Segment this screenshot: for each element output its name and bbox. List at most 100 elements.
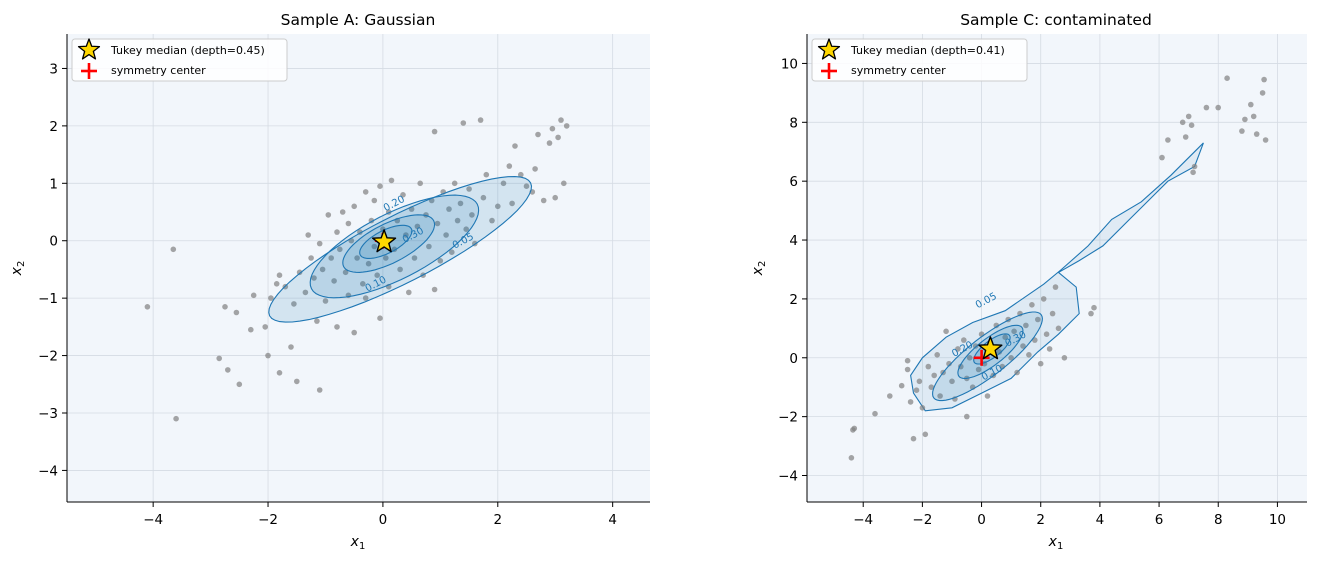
scatter-point — [540, 197, 547, 204]
scatter-point — [334, 324, 340, 330]
scatter-point — [446, 206, 452, 212]
scatter-point — [222, 304, 228, 310]
scatter-point — [316, 240, 323, 247]
scatter-point — [904, 366, 911, 373]
center-markers — [973, 336, 1003, 366]
x-axis-label: x1 — [1048, 534, 1064, 552]
scatter-point — [928, 384, 935, 391]
scatter-point — [291, 301, 297, 307]
scatter-point — [173, 415, 179, 422]
scatter-point — [288, 344, 294, 350]
x-tick-label: −2 — [912, 512, 932, 528]
scatter-point — [314, 318, 320, 324]
scatter-point — [1023, 322, 1029, 329]
scatter-point — [276, 272, 283, 279]
scatter-point — [489, 217, 495, 224]
legend-label-tukey: Tukey median (depth=0.41) — [850, 44, 1005, 57]
y-tick-label: −4 — [38, 463, 58, 479]
x-tick-label: 0 — [977, 512, 986, 528]
scatter-point — [403, 232, 409, 238]
scatter-point — [518, 171, 524, 178]
scatter-point — [532, 166, 538, 172]
scatter-point — [549, 125, 556, 132]
scatter-point — [371, 243, 378, 250]
y-tick-labels: −4 −3 −2 −1 0 1 2 3 — [38, 61, 67, 479]
scatter-point — [955, 346, 961, 352]
x-tick-label: 4 — [1096, 512, 1105, 528]
scatter-point — [308, 255, 314, 261]
axis-spines — [806, 34, 1307, 503]
y-tick-label: −4 — [778, 469, 798, 485]
scatter-point — [351, 329, 358, 336]
scatter-point — [337, 246, 343, 253]
scatter-point — [1239, 128, 1245, 134]
x-tick-label: 2 — [493, 512, 502, 528]
scatter-point — [294, 378, 300, 385]
x-tick-label: 2 — [1036, 512, 1045, 528]
scatter-point — [872, 410, 878, 417]
scatter-point — [512, 143, 518, 149]
tukey-median-star — [371, 229, 397, 253]
scatter-point — [400, 192, 406, 198]
y-tick-label: 2 — [789, 292, 798, 308]
scatter-point — [1040, 296, 1047, 302]
scatter-point — [276, 370, 283, 376]
scatter-point — [1002, 334, 1008, 341]
y-tick-label: 10 — [781, 56, 798, 72]
scatter-point — [1188, 122, 1195, 128]
scatter-point — [431, 128, 438, 135]
scatter-point — [311, 275, 317, 281]
y-tick-label: −2 — [778, 410, 798, 426]
scatter-point — [342, 269, 349, 276]
scatter-point — [345, 220, 352, 227]
scatter-point — [964, 413, 970, 420]
legend-star-icon — [77, 38, 101, 60]
scatter-point — [426, 243, 432, 250]
scatter-point — [1165, 137, 1171, 143]
scatter-point — [850, 427, 856, 433]
scatter-point — [319, 266, 326, 273]
scatter-point — [262, 324, 269, 330]
x-tick-labels: −4 −2 0 2 4 6 8 10 — [853, 502, 1286, 528]
chart-title: Sample C: contaminated — [960, 11, 1152, 29]
scatter-point — [451, 180, 458, 187]
scatter-point — [1043, 331, 1050, 338]
scatter-point — [1052, 284, 1059, 290]
scatter-point — [225, 367, 231, 373]
scatter-point — [374, 272, 381, 279]
scatter-point — [250, 292, 257, 299]
x-tick-label: 6 — [1155, 512, 1164, 528]
scatter-point — [946, 360, 952, 367]
scatter-point — [966, 355, 973, 361]
scatter-points — [848, 75, 1269, 461]
scatter-point — [1248, 101, 1254, 108]
legend: Tukey median (depth=0.45) symmetry cente… — [71, 38, 288, 82]
scatter-point — [1035, 316, 1041, 323]
axis-spines — [66, 34, 650, 503]
scatter-point — [993, 322, 1000, 329]
scatter-point — [383, 255, 389, 261]
y-tick-label: −3 — [38, 406, 58, 422]
scatter-point — [463, 226, 470, 232]
scatter-point — [495, 203, 501, 210]
scatter-point — [273, 281, 280, 287]
scatter-point — [1088, 310, 1094, 317]
scatter-point — [483, 171, 490, 178]
plus-icon — [81, 63, 97, 79]
scatter-point — [1055, 325, 1062, 332]
star-icon — [77, 38, 101, 60]
scatter-point — [934, 352, 940, 358]
scatter-point — [377, 315, 383, 322]
scatter-point — [907, 399, 914, 405]
scatter-point — [561, 180, 567, 187]
contour-region — [910, 142, 1204, 412]
scatter-point — [305, 232, 312, 238]
scatter-point — [431, 286, 438, 293]
scatter-point — [434, 220, 441, 227]
y-tick-label: 0 — [49, 234, 58, 250]
scatter-point — [1020, 343, 1026, 349]
symmetry-center-marker — [973, 349, 990, 366]
scatter-point — [972, 343, 979, 349]
scatter-point — [1061, 355, 1068, 361]
